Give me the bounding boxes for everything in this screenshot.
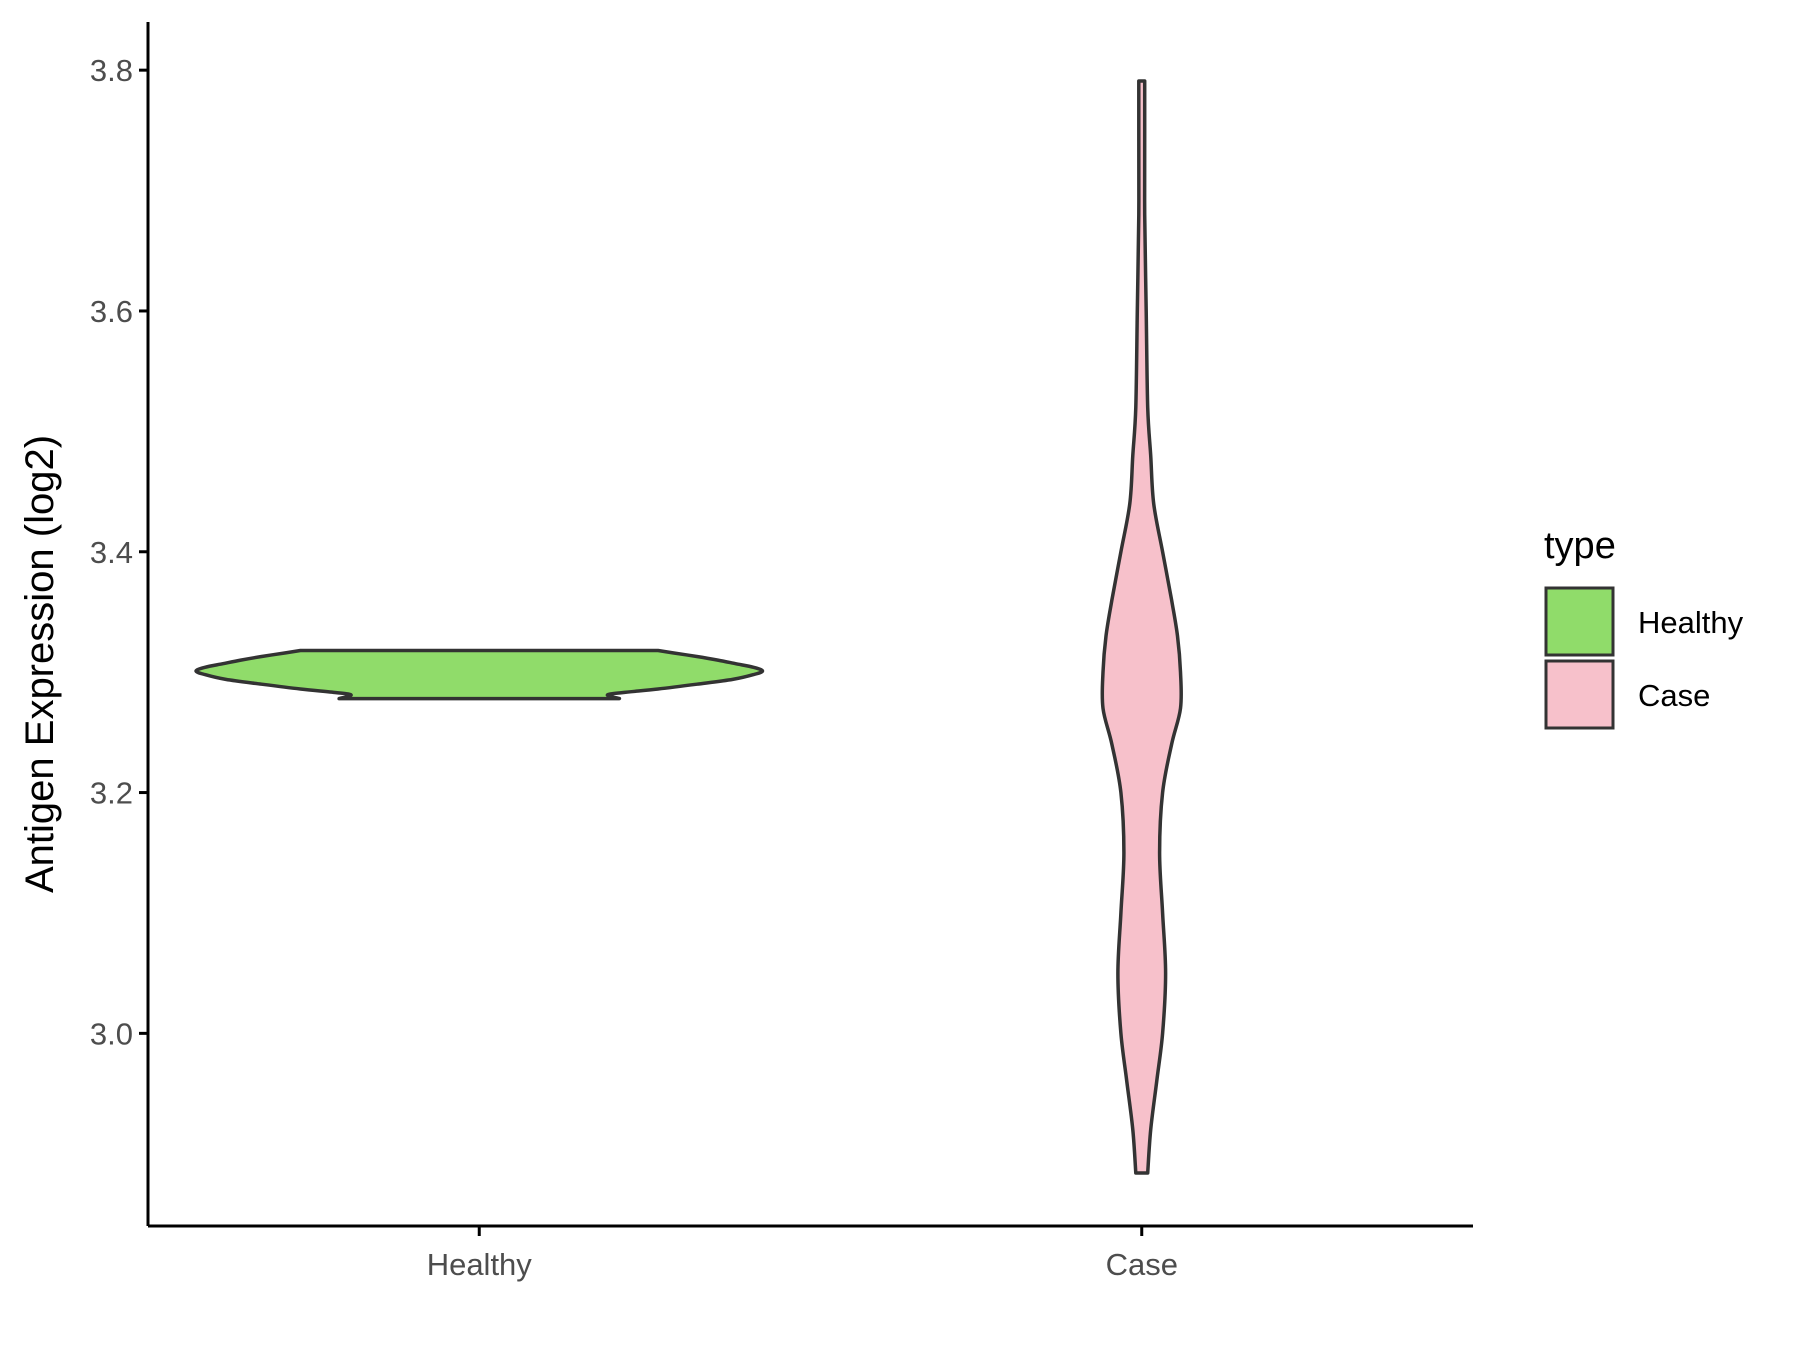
legend-title: type (1544, 525, 1616, 567)
y-tick-label: 3.2 (90, 776, 133, 811)
x-tick-label: Case (1106, 1247, 1178, 1282)
legend-label-case: Case (1638, 678, 1710, 713)
x-tick-label: Healthy (427, 1247, 533, 1282)
y-axis-title: Antigen Expression (log2) (18, 435, 62, 893)
violin-healthy (194, 648, 765, 701)
y-tick-label: 3.6 (90, 294, 133, 329)
legend: type Healthy Case (1544, 525, 1744, 730)
y-tick-label: 3.4 (90, 535, 133, 570)
legend-label-healthy: Healthy (1638, 605, 1744, 640)
violin-case (1100, 79, 1184, 1175)
y-axis-ticks: 3.0 3.2 3.4 3.6 3.8 (90, 53, 148, 1051)
legend-key-case (1544, 659, 1615, 730)
legend-key-healthy (1544, 586, 1615, 657)
y-tick-label: 3.0 (90, 1016, 133, 1051)
y-tick-label: 3.8 (90, 53, 133, 88)
x-axis-ticks: Healthy Case (427, 1226, 1178, 1282)
plot-area (194, 79, 1184, 1175)
